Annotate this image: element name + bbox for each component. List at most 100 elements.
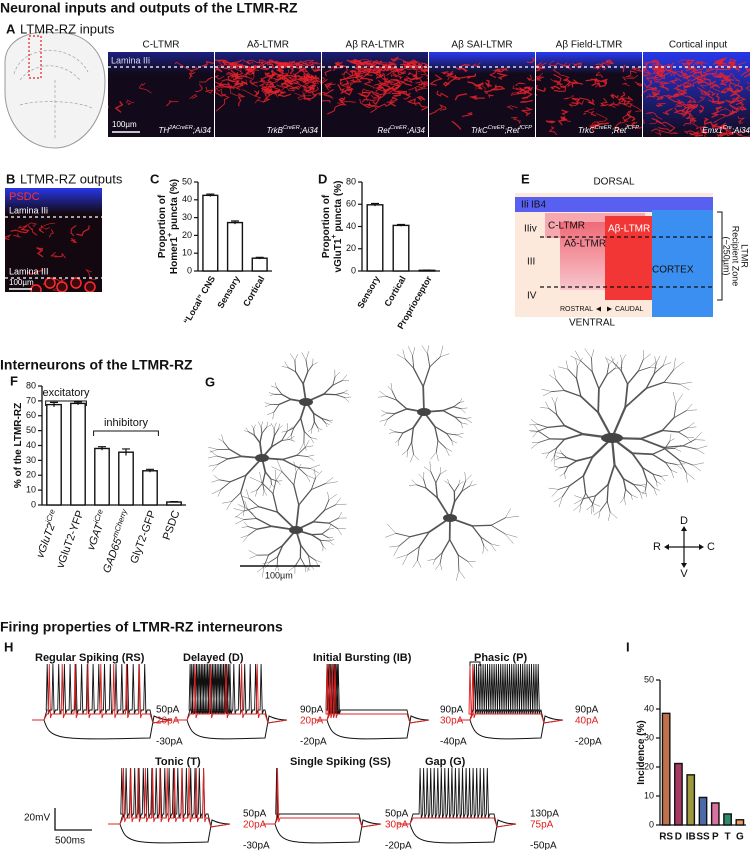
dendrite <box>598 510 601 519</box>
neuron <box>233 458 347 578</box>
dendrite <box>582 455 594 477</box>
dendrite <box>454 416 462 424</box>
dendrite <box>613 463 625 480</box>
dendrite <box>338 512 342 519</box>
x-tick-label: PSDC <box>161 509 183 542</box>
y-tick-label: 50 <box>26 425 36 435</box>
fiber <box>610 93 619 99</box>
dendrite <box>620 360 623 372</box>
dendrite <box>395 439 400 443</box>
fiber <box>424 62 428 67</box>
fiber <box>215 89 226 97</box>
fiber <box>510 88 523 96</box>
fiber <box>573 62 582 68</box>
dendrite <box>261 482 274 495</box>
fiber <box>655 130 662 137</box>
dendrite <box>567 368 578 380</box>
dendrite <box>673 361 685 370</box>
dendrite <box>273 403 280 413</box>
x-tick-label: D <box>675 832 682 843</box>
recording-title: Initial Bursting (IB) <box>313 652 412 664</box>
dendrite <box>264 561 270 569</box>
error-bar <box>146 468 154 473</box>
fiber <box>715 75 723 79</box>
dendrite <box>389 428 395 432</box>
fiber <box>468 95 485 101</box>
dendrite <box>277 481 281 485</box>
zone-label: LTMR <box>740 244 750 268</box>
dendrite <box>464 418 472 423</box>
fiber <box>336 101 356 104</box>
dendrite <box>652 473 662 477</box>
soma <box>299 398 313 406</box>
dendrite <box>284 361 289 368</box>
dendrite <box>293 484 300 506</box>
dendrite <box>296 454 308 457</box>
fiber <box>215 86 224 92</box>
fiber <box>166 100 179 107</box>
dendrite <box>543 391 552 396</box>
trace-strong <box>458 663 564 724</box>
current-label: -50pA <box>530 841 557 850</box>
fiber <box>269 72 275 80</box>
fiber <box>408 60 421 70</box>
fiber <box>572 63 580 69</box>
fiber <box>554 80 561 86</box>
fiber <box>395 79 401 85</box>
dendrite <box>266 421 269 428</box>
direction-label: DORSAL <box>593 177 635 188</box>
fiber <box>536 64 545 70</box>
fiber <box>436 90 449 98</box>
image-caption-part: Emx1 <box>702 126 722 135</box>
dendrite <box>555 379 565 391</box>
fiber <box>743 72 750 78</box>
dendrite <box>471 525 482 538</box>
fiber <box>215 75 225 80</box>
dendrite <box>692 464 701 472</box>
fiber <box>344 88 353 96</box>
dendrite <box>270 435 275 448</box>
dendrite <box>260 426 263 434</box>
current-label: 30pA <box>385 820 409 831</box>
dendrite <box>434 425 448 435</box>
dendrite <box>308 555 311 566</box>
fiber <box>588 123 599 132</box>
dendrite <box>460 408 466 414</box>
image-caption-part: TH <box>158 126 169 135</box>
fiber <box>345 70 360 77</box>
fiber <box>429 110 437 115</box>
dendrite <box>637 359 644 372</box>
fiber <box>711 84 721 92</box>
fiber <box>651 64 659 75</box>
fiber <box>385 61 398 67</box>
dendrite <box>325 422 330 425</box>
fiber <box>48 229 54 238</box>
region-box <box>28 35 42 79</box>
fiber <box>622 64 626 73</box>
bar <box>392 224 410 272</box>
dendrite <box>313 421 319 428</box>
dendrite <box>642 489 646 495</box>
dendrite <box>480 536 485 547</box>
dendrite <box>294 354 298 361</box>
y-axis-label-part: + <box>331 234 338 238</box>
fiber <box>643 86 658 94</box>
fiber <box>514 82 526 87</box>
dendrite <box>445 447 452 452</box>
fiber <box>254 90 260 97</box>
dendrite <box>548 487 559 490</box>
dendrite <box>211 479 220 483</box>
dendrite <box>310 534 321 541</box>
dendrite <box>669 438 675 442</box>
dendrite <box>622 478 635 486</box>
fiber <box>553 73 562 83</box>
fiber <box>341 80 349 87</box>
dendrite <box>610 406 627 440</box>
fiber <box>357 65 373 76</box>
dendrite <box>676 463 686 465</box>
image-title: Aβ Field-LTMR <box>556 40 623 51</box>
dendrite <box>436 451 439 462</box>
dendrite <box>440 345 444 358</box>
y-tick-label: 40 <box>346 221 356 231</box>
